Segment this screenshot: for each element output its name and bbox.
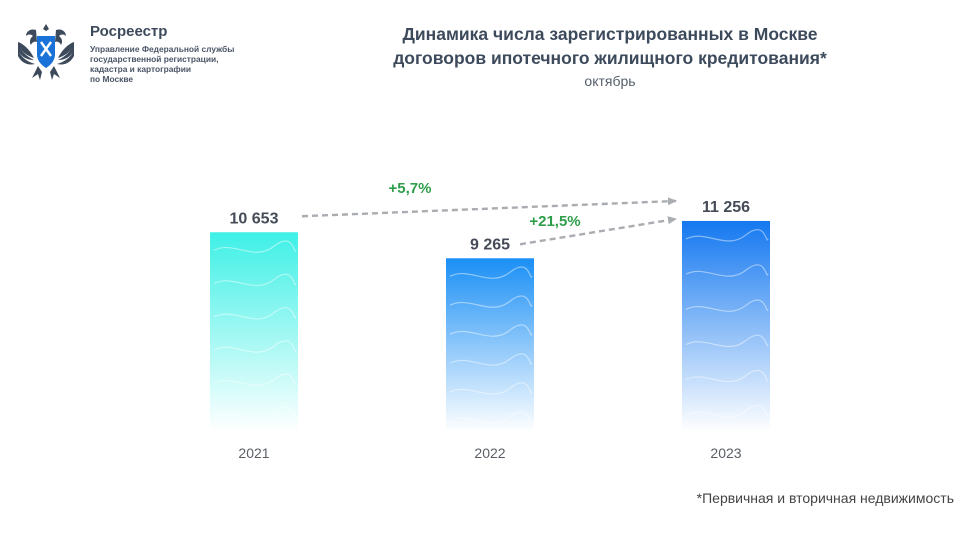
bar-texture-line	[213, 340, 297, 353]
chart-title-line: договоров ипотечного жилищного кредитова…	[393, 48, 827, 68]
x-tick-label: 2022	[474, 445, 505, 461]
bar-texture-line	[685, 404, 769, 418]
x-tick-label: 2021	[238, 445, 269, 461]
change-arrow	[301, 197, 677, 218]
bar-2023	[682, 220, 770, 432]
value-label: 11 256	[702, 199, 750, 216]
bar-texture-line	[213, 406, 297, 420]
value-label: 10 653	[230, 210, 279, 227]
bar	[210, 232, 298, 432]
bar-texture-line	[685, 334, 769, 348]
change-arrow	[519, 216, 677, 246]
change-label: +21,5%	[529, 213, 580, 230]
bar-texture-line	[213, 306, 297, 320]
chart-subtitle: октябрь	[584, 73, 636, 89]
bar-texture-line	[213, 240, 297, 253]
org-subtitle-line: по Москве	[90, 74, 134, 84]
bar-texture-line	[449, 295, 533, 308]
bar-texture-line	[685, 369, 769, 383]
org-subtitle-line: кадастра и картографии	[90, 64, 192, 74]
value-label: 9 265	[470, 236, 510, 253]
bar-texture-line	[685, 229, 769, 242]
bar-texture-line	[213, 373, 297, 386]
org-name: Росреестр	[90, 23, 168, 40]
org-subtitle-line: государственной регистрации,	[90, 54, 219, 64]
org-subtitle-line: Управление Федеральной службы	[90, 44, 235, 54]
logo-block: Росреестр Управление Федеральной службы …	[14, 14, 254, 94]
chart-title: Динамика числа зарегистрированных в Моск…	[300, 22, 920, 70]
bar-texture-line	[449, 266, 533, 279]
bar-texture-line	[213, 273, 297, 287]
bar-texture-line	[449, 411, 533, 424]
bar-texture-line	[449, 324, 533, 337]
bar-texture-line	[685, 299, 769, 312]
org-subtitle: Управление Федеральной службы государств…	[90, 44, 250, 84]
double-headed-eagle-emblem-icon	[18, 24, 74, 80]
bar	[446, 258, 534, 432]
footnote: *Первичная и вторичная недвижимость	[696, 490, 954, 506]
chart-title-line: Динамика числа зарегистрированных в Моск…	[402, 24, 818, 44]
bar-texture-line	[449, 382, 533, 395]
x-tick-label: 2023	[710, 445, 741, 461]
bar-texture-line	[449, 353, 533, 366]
bar-2022	[446, 258, 534, 432]
change-label: +5,7%	[389, 180, 432, 197]
bar-texture-line	[685, 264, 769, 277]
bar	[682, 220, 770, 432]
bar-2021	[210, 232, 298, 432]
